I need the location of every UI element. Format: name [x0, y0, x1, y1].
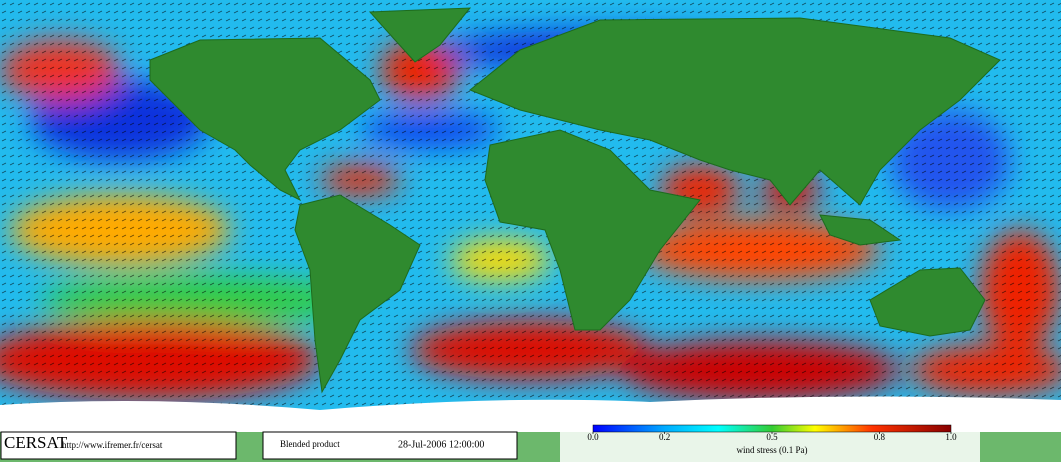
colorbar [592, 424, 952, 433]
colorbar-tick-label: 1.0 [945, 432, 957, 442]
product-box [262, 431, 518, 460]
colorbar-tick-label: 0.8 [874, 432, 886, 442]
url: http://www.ifremer.fr/cersat [62, 440, 163, 450]
colorbar-tick-label: 0.5 [766, 432, 778, 442]
datetime: 28-Jul-2006 12:00:00 [398, 439, 484, 450]
colorbar-tick-label: 0.2 [659, 432, 670, 442]
land [149, 7, 1001, 394]
logo: CERSAT [4, 433, 68, 452]
colorbar-label: wind stress (0.1 Pa) [737, 445, 808, 455]
product: Blended product [280, 439, 340, 449]
logo-box [0, 431, 237, 460]
colorbar-tick-label: 0.0 [587, 432, 599, 442]
